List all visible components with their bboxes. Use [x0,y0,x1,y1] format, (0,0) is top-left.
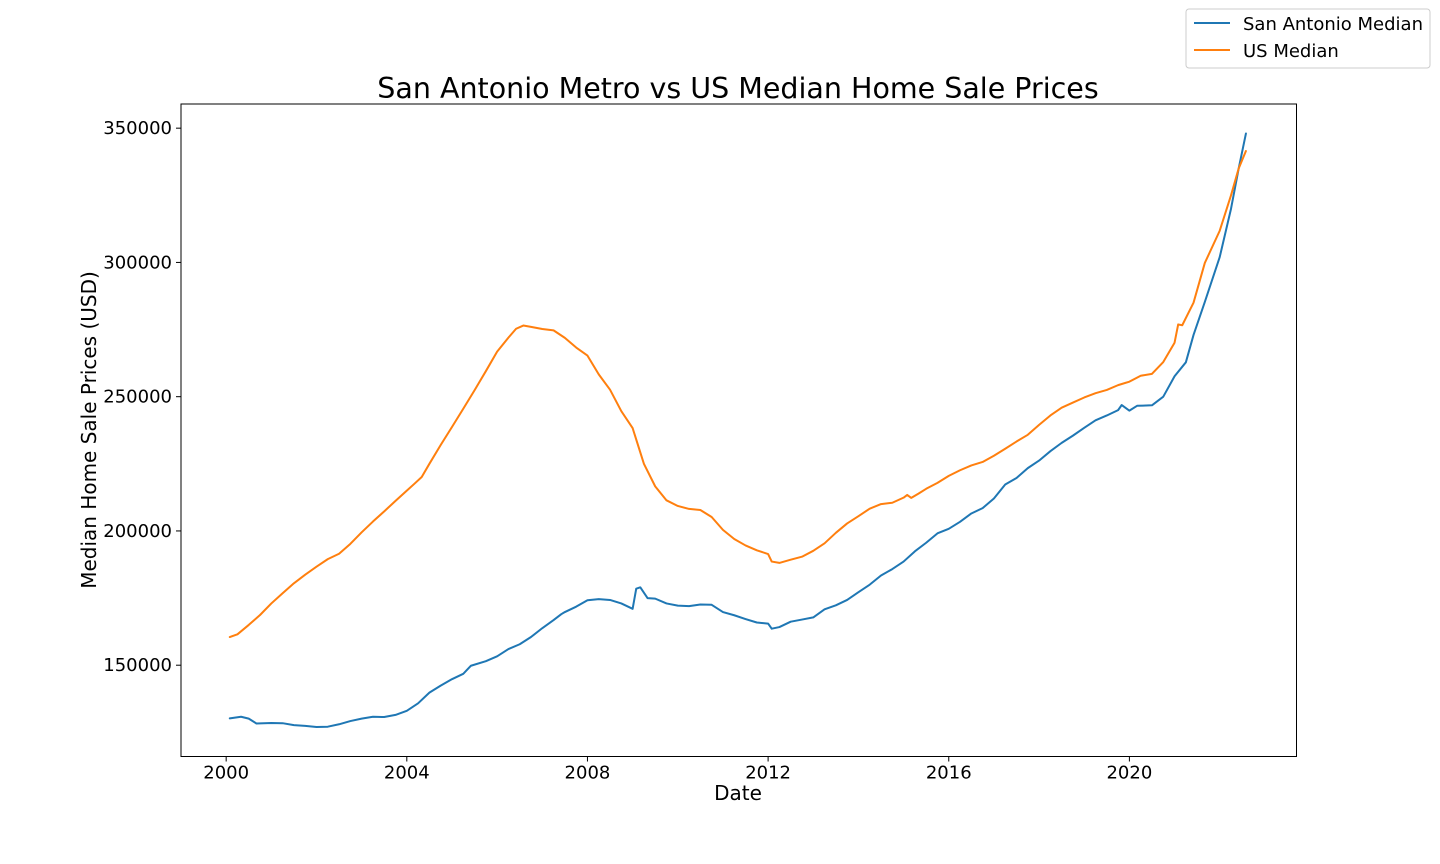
x-axis-title: Date [714,781,762,805]
plot-area-frame [180,103,1297,757]
y-axis-title: Median Home Sale Prices (USD) [77,271,101,589]
series-layer [228,132,1247,728]
series-line-us-median [228,149,1247,639]
legend-box [1185,8,1431,69]
x-tick-label: 2016 [926,763,972,784]
legend: San Antonio Median US Median [1185,8,1431,69]
y-tick-label: 350000 [103,118,172,139]
y-tick-label: 200000 [103,521,172,542]
x-tick-label: 2020 [1106,763,1152,784]
legend-label-us: US Median [1243,41,1339,62]
y-tick-label: 300000 [103,252,172,273]
series-line-san-antonio-median [228,132,1247,728]
x-tick-label: 2000 [203,763,249,784]
y-tick-label: 250000 [103,387,172,408]
chart-title: San Antonio Metro vs US Median Home Sale… [377,72,1098,105]
y-axis: 150000 200000 250000 300000 350000 [103,118,181,676]
y-tick-label: 150000 [103,655,172,676]
legend-label-san-antonio: San Antonio Median [1243,14,1423,35]
x-axis: 2000 2004 2008 2012 2016 2020 [203,756,1152,784]
x-tick-label: 2008 [565,763,611,784]
x-tick-label: 2004 [384,763,430,784]
x-tick-label: 2012 [745,763,791,784]
